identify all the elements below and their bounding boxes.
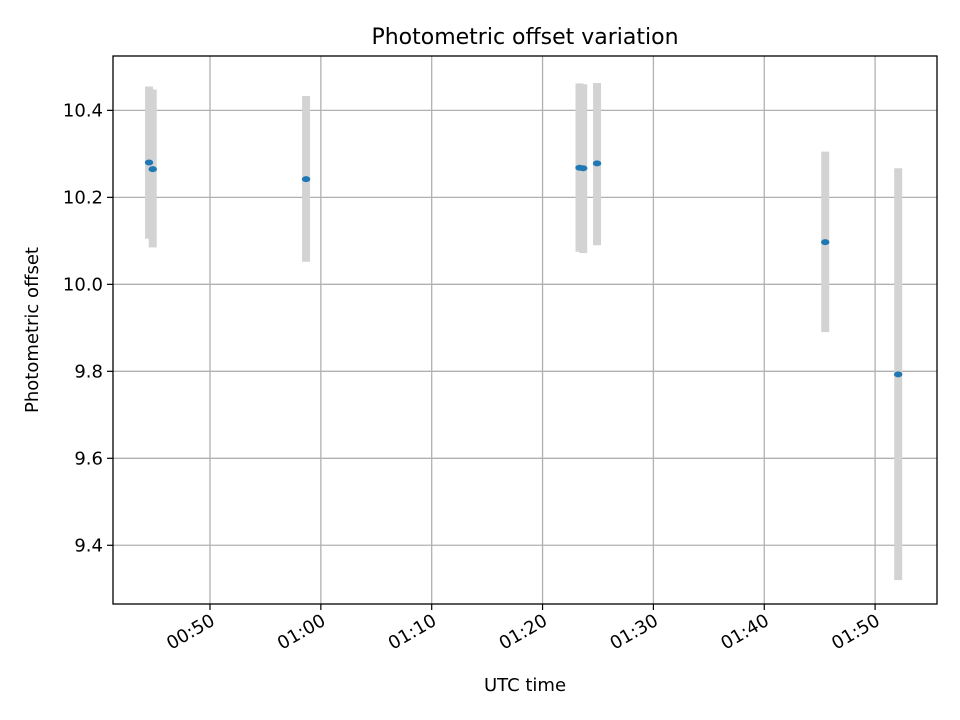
y-tick-label: 9.6: [74, 448, 103, 469]
chart-title: Photometric offset variation: [371, 25, 678, 50]
data-point: [148, 166, 157, 173]
data-point: [821, 239, 830, 246]
grid-lines: [113, 56, 937, 604]
y-tick-label: 9.8: [74, 361, 103, 382]
y-tick-label: 9.4: [74, 535, 103, 556]
y-tick-label: 10.0: [63, 274, 103, 295]
data-point: [578, 165, 588, 172]
data-point: [301, 176, 311, 183]
x-axis-label: UTC time: [484, 675, 566, 696]
y-tick-label: 10.2: [63, 187, 103, 208]
y-tick-label: 10.4: [63, 100, 103, 121]
plot-frame: [112, 55, 938, 605]
data-point: [592, 160, 602, 167]
data-point: [144, 159, 154, 166]
data-point: [894, 371, 903, 378]
y-axis-label: Photometric offset: [22, 247, 43, 413]
y-axis-ticks: 9.4 9.6 9.8 10.0 10.2 10.4: [63, 100, 113, 556]
data-points: [144, 159, 903, 378]
